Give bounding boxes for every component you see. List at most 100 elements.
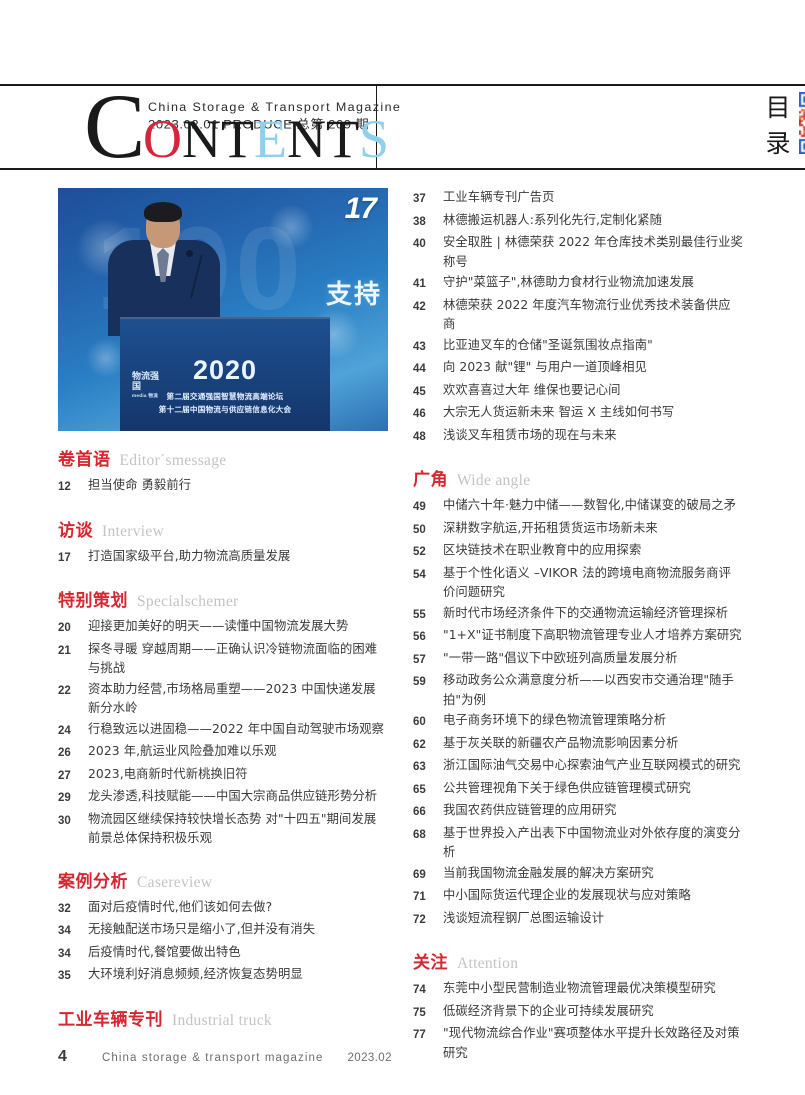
toc-entry[interactable]: 22 资本助力经营,市场格局重塑——2023 中国快递发展新分水岭 [58,680,388,719]
toc-entry[interactable]: 56 "1+X"证书制度下高职物流管理专业人才培养方案研究 [413,626,743,648]
toc-entry-page-number: 52 [413,546,426,558]
toc-entry-page-number: 26 [58,747,71,759]
toc-entry[interactable]: 12 担当使命 勇毅前行 [58,476,388,498]
toc-entry[interactable]: 59 移动政务公众满意度分析——以西安市交通治理"随手拍"为例 [413,671,743,710]
toc-entry[interactable]: 49 中储六十年·魅力中储——数智化,中储谋变的破局之矛 [413,496,743,518]
toc-entry-title: 向 2023 献"锂" 与用户一道顶峰相见 [443,360,647,374]
toc-entry[interactable]: 46 大宗无人货运新未来 智运 X 主线如何书写 [413,403,743,425]
toc-entry[interactable]: 24 行稳致远以进固稳——2022 年中国自动驾驶市场观察 [58,720,388,742]
toc-entry-title: 林德荣获 2022 年度汽车物流行业优秀技术装备供应商 [443,297,731,332]
toc-entry[interactable]: 52 区块链技术在职业教育中的应用探索 [413,541,743,563]
section-spacer [58,851,388,871]
toc-entry-title: 资本助力经营,市场格局重塑——2023 中国快递发展新分水岭 [88,681,376,716]
toc-entry[interactable]: 55 新时代市场经济条件下的交通物流运输经济管理探析 [413,604,743,626]
contents-letter-4: N [287,109,326,169]
toc-entry[interactable]: 57 "一带一路"倡议下中欧班列高质量发展分析 [413,649,743,671]
toc-entry[interactable]: 20 迎接更加美好的明天——读懂中国物流发展大势 [58,617,388,639]
footer-page-number: 4 [58,1048,67,1065]
toc-entry[interactable]: 38 林德搬运机器人:系列化先行,定制化紧随 [413,211,743,233]
toc-entry-title: 担当使命 勇毅前行 [88,478,192,492]
toc-entry-page-number: 62 [413,738,426,751]
toc-entry-title: 中储六十年·魅力中储——数智化,中储谋变的破局之矛 [443,498,737,512]
toc-entry[interactable]: 77 "现代物流综合作业"赛项整体水平提升长效路径及对策研究 [413,1024,743,1063]
toc-entry[interactable]: 72 浅谈短流程钢厂总图运输设计 [413,909,743,931]
toc-entry-page-number: 77 [413,1029,426,1041]
toc-entry[interactable]: 26 2023 年,航运业风险叠加难以乐观 [58,742,388,764]
section-spacer [413,449,743,469]
toc-entry[interactable]: 27 2023,电商新时代新桃换旧符 [58,765,388,787]
toc-entry-title: 工业车辆专刊广告页 [443,190,555,204]
toc-entry[interactable]: 74 东莞中小型民营制造业物流管理最优决策模型研究 [413,979,743,1001]
toc-entry-page-number: 56 [413,631,426,643]
toc-entry[interactable]: 50 深耕数字航运,开拓租赁货运市场新未来 [413,519,743,541]
masthead-left: C China Storage & Transport Magazine 202… [0,80,400,172]
section-heading: 卷首语 Editor´smessage [58,449,388,472]
toc-entry[interactable]: 43 比亚迪叉车的仓储"圣诞氛围妆点指南" [413,336,743,358]
toc-entry-page-number: 27 [58,769,71,782]
right-column: 37 工业车辆专刊广告页 38 林德搬运机器人:系列化先行,定制化紧随 40 安全取胜 |… [413,188,743,1065]
toc-entry[interactable]: 65 公共管理视角下关于绿色供应链管理模式研究 [413,779,743,801]
section-heading-en: Industrial truck [172,1011,272,1029]
contents-body: 100 支持 17 物流强国 media 物流 2020 第二届交通强国智慧物流… [0,188,805,1060]
toc-entry-title: 龙头渗透,科技赋能——中国大宗商品供应链形势分析 [88,789,378,803]
toc-entry[interactable]: 66 我国农药供应链管理的应用研究 [413,801,743,823]
toc-entry[interactable]: 44 向 2023 献"锂" 与用户一道顶峰相见 [413,358,743,380]
toc-entry-page-number: 32 [58,902,71,915]
section-spacer [58,570,388,590]
toc-entry[interactable]: 54 基于个性化语义 –VIKOR 法的跨境电商物流服务商评价问题研究 [413,564,743,603]
toc-entry[interactable]: 34 无接触配送市场只是缩小了,但并没有消失 [58,920,388,942]
toc-entry-page-number: 12 [58,481,71,493]
toc-entry-page-number: 43 [413,340,426,353]
masthead: C China Storage & Transport Magazine 202… [0,80,805,172]
toc-entry[interactable]: 42 林德荣获 2022 年度汽车物流行业优秀技术装备供应商 [413,296,743,335]
toc-entry[interactable]: 75 低碳经济背景下的企业可持续发展研究 [413,1002,743,1024]
toc-entry[interactable]: 40 安全取胜 | 林德荣获 2022 年仓库技术类别最佳行业奖称号 [413,233,743,272]
toc-entry-title: 大环境利好消息频频,经济恢复态势明显 [88,967,303,981]
toc-entry-title: "现代物流综合作业"赛项整体水平提升长效路径及对策研究 [443,1026,740,1060]
contents-letter-1: N [182,109,221,169]
toc-entry[interactable]: 71 中小国际货运代理企业的发展现状与应对策略 [413,886,743,908]
toc-entry-page-number: 74 [413,984,426,996]
toc-entry-title: 物流园区继续保持较快增长态势 对"十四五"期间发展前景总体保持积极乐观 [88,811,377,846]
toc-entry[interactable]: 34 后疫情时代,餐馆要做出特色 [58,943,388,965]
toc-entry[interactable]: 69 当前我国物流金融发展的解决方案研究 [413,864,743,886]
toc-entry[interactable]: 62 基于灰关联的新疆农产品物流影响因素分析 [413,734,743,756]
section-spacer [58,989,388,1009]
speaker-tie [157,248,169,282]
toc-entry-page-number: 41 [413,278,426,290]
toc-entry-page-number: 50 [413,523,426,536]
podium-line-2: 第十二届中国物流与供应链信息化大会 [158,405,292,414]
toc-entry[interactable]: 60 电子商务环境下的绿色物流管理策略分析 [413,711,743,733]
photo-backdrop-text: 支持 [325,279,382,309]
section-heading-en: Casereview [137,873,213,891]
toc-entry-page-number: 35 [58,970,71,982]
section-heading: 广角 Wide angle [413,469,743,492]
toc-entry[interactable]: 45 欢欢喜喜过大年 维保也要记心间 [413,381,743,403]
toc-entry-title: 低碳经济背景下的企业可持续发展研究 [443,1003,654,1018]
toc-entry-page-number: 71 [413,891,426,903]
toc-entry-page-number: 42 [413,300,426,313]
podium: 物流强国 media 物流 2020 第二届交通强国智慧物流高端论坛 第十二届中… [120,317,330,431]
toc-entry[interactable]: 21 探冬寻暖 穿越周期——正确认识冷链物流面临的困难与挑战 [58,640,388,679]
toc-entry-title: 区块链技术在职业教育中的应用探索 [443,543,642,557]
toc-entry[interactable]: 29 龙头渗透,科技赋能——中国大宗商品供应链形势分析 [58,787,388,809]
toc-entry[interactable]: 32 面对后疫情时代,他们该如何去做? [58,898,388,920]
toc-entry[interactable]: 48 浅谈叉车租赁市场的现在与未来 [413,426,743,448]
toc-entry[interactable]: 37 工业车辆专刊广告页 [413,188,743,210]
toc-entry[interactable]: 41 守护"菜篮子",林德助力食材行业物流加速发展 [413,273,743,295]
toc-entry-page-number: 17 [58,551,71,564]
toc-entry-page-number: 57 [413,653,426,666]
toc-entry[interactable]: 30 物流园区继续保持较快增长态势 对"十四五"期间发展前景总体保持积极乐观 [58,810,388,849]
toc-entry[interactable]: 68 基于世界投入产出表下中国物流业对外依存度的演变分析 [413,824,743,863]
toc-entry[interactable]: 63 浙江国际油气交易中心探索油气产业互联网模式的研究 [413,756,743,778]
toc-entry-page-number: 68 [413,828,426,841]
toc-section: 访谈 Interview 17 打造国家级平台,助力物流高质量发展 [58,520,388,569]
toc-entry[interactable]: 35 大环境利好消息频频,经济恢复态势明显 [58,965,388,987]
section-heading-cn: 关注 [413,953,448,973]
section-heading-en: Attention [457,955,519,972]
toc-entry-title: 安全取胜 | 林德荣获 2022 年仓库技术类别最佳行业奖称号 [443,235,743,269]
toc-section: 案例分析 Casereview 32 面对后疫情时代,他们该如何去做? 34 无接触配送市… [58,871,388,987]
toc-entry[interactable]: 17 打造国家级平台,助力物流高质量发展 [58,547,388,569]
toc-entry-page-number: 59 [413,676,426,688]
toc-entry-page-number: 55 [413,608,426,621]
